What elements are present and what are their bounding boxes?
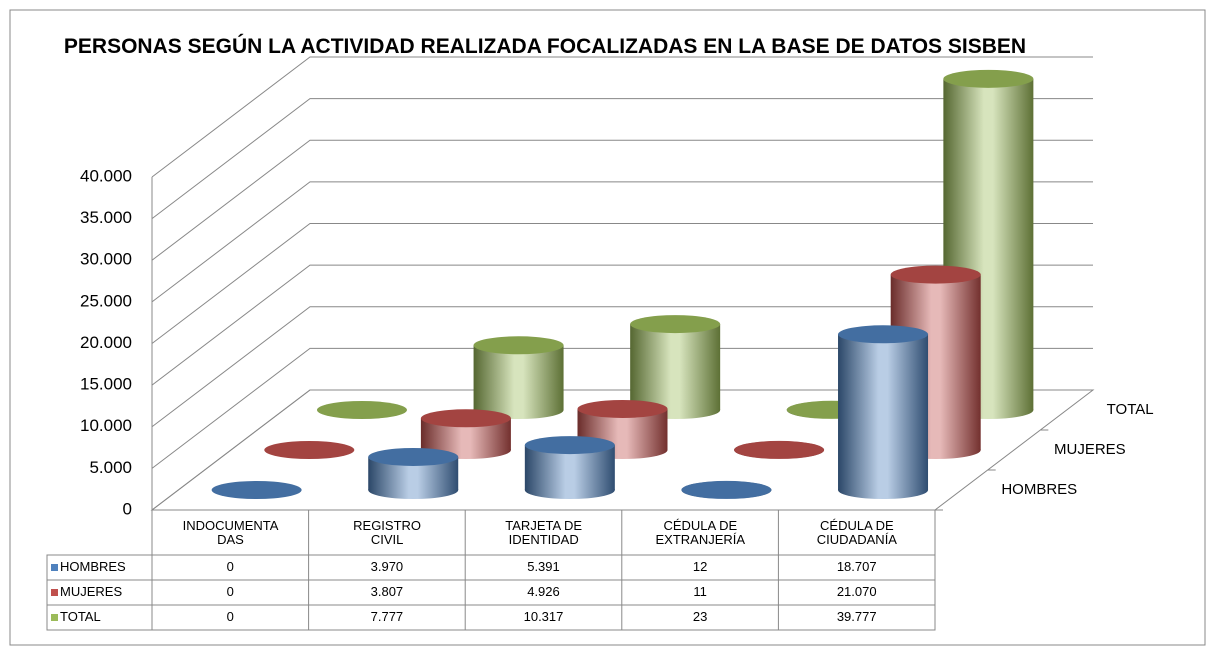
bar <box>943 69 1034 419</box>
depth-label: MUJERES <box>1054 441 1126 458</box>
depth-label: TOTAL <box>1107 401 1154 418</box>
bar-body <box>630 324 721 410</box>
bar-top <box>211 481 302 499</box>
table-value: 23 <box>693 609 707 624</box>
grid-line <box>151 223 1093 344</box>
table-value: 21.070 <box>837 584 877 599</box>
y-tick-label: 5.000 <box>89 458 132 477</box>
bar-top <box>943 69 1034 88</box>
table-value: 7.777 <box>371 609 404 624</box>
depth-label: HOMBRES <box>1001 481 1077 498</box>
table-value: 3.807 <box>371 584 404 599</box>
y-tick-label: 25.000 <box>80 291 132 310</box>
category-text: TARJETA DE IDENTIDAD <box>505 518 583 547</box>
legend-label: TOTAL <box>60 609 101 624</box>
legend-key <box>51 564 58 571</box>
y-tick-label: 0 <box>123 499 132 518</box>
legend-key <box>51 614 58 621</box>
y-tick-label: 15.000 <box>80 375 132 394</box>
bar <box>264 441 355 459</box>
legend-label: HOMBRES <box>60 559 126 574</box>
grid-line <box>151 56 1093 178</box>
bar <box>734 440 825 459</box>
table-value: 0 <box>227 584 234 599</box>
grid-line <box>151 306 1093 428</box>
bar <box>524 436 615 499</box>
bar-top <box>734 440 825 459</box>
table-value: 12 <box>693 559 707 574</box>
table-value: 18.707 <box>837 559 877 574</box>
grid-line <box>151 98 1093 220</box>
bar-top <box>368 447 459 466</box>
bar <box>368 447 459 499</box>
bar-body <box>838 334 929 490</box>
bar-top <box>473 336 564 355</box>
category-label: REGISTRO CIVIL <box>309 512 466 554</box>
bar-top <box>577 399 668 418</box>
bar-top <box>264 441 355 459</box>
category-text: CÉDULA DE EXTRANJERÍA <box>655 518 746 547</box>
bar-top <box>890 265 981 284</box>
category-text: INDOCUMENTA DAS <box>182 518 279 547</box>
category-label: INDOCUMENTA DAS <box>152 512 309 554</box>
category-label: CÉDULA DE CIUDADANÍA <box>778 512 935 554</box>
legend-key <box>51 589 58 596</box>
grid-line <box>151 389 1093 511</box>
table-value: 11 <box>693 584 707 599</box>
bar-top <box>524 436 615 455</box>
bar-top <box>630 315 721 334</box>
bar <box>838 325 929 499</box>
bar <box>316 401 407 419</box>
table-value: 10.317 <box>524 609 564 624</box>
y-tick-label: 10.000 <box>80 416 132 435</box>
table-value: 5.391 <box>527 559 560 574</box>
table-value: 0 <box>227 609 234 624</box>
grid-line <box>151 347 1093 469</box>
y-tick-label: 40.000 <box>80 166 132 185</box>
bar-top <box>420 409 511 428</box>
table-value: 3.970 <box>371 559 404 574</box>
category-label: TARJETA DE IDENTIDAD <box>465 512 622 554</box>
bar-top <box>316 401 407 419</box>
chart-title: PERSONAS SEGÚN LA ACTIVIDAD REALIZADA FO… <box>63 35 1027 58</box>
bar <box>211 481 302 499</box>
category-label: CÉDULA DE EXTRANJERÍA <box>622 512 779 554</box>
table-value: 0 <box>227 559 234 574</box>
category-text: REGISTRO CIVIL <box>353 518 422 547</box>
bar <box>681 480 772 499</box>
bar-top <box>681 480 772 499</box>
table-value: 39.777 <box>837 609 877 624</box>
grid-line <box>151 139 1093 261</box>
bar-body <box>473 345 564 410</box>
y-tick-label: 35.000 <box>80 208 132 227</box>
y-tick-label: 30.000 <box>80 250 132 269</box>
grid-line <box>151 181 1093 303</box>
bar-top <box>838 325 929 344</box>
category-text: CÉDULA DE CIUDADANÍA <box>816 518 897 547</box>
y-tick-label: 20.000 <box>80 333 132 352</box>
bar <box>473 336 564 419</box>
table-value: 4.926 <box>527 584 560 599</box>
legend-label: MUJERES <box>60 584 122 599</box>
grid-line <box>151 264 1093 386</box>
